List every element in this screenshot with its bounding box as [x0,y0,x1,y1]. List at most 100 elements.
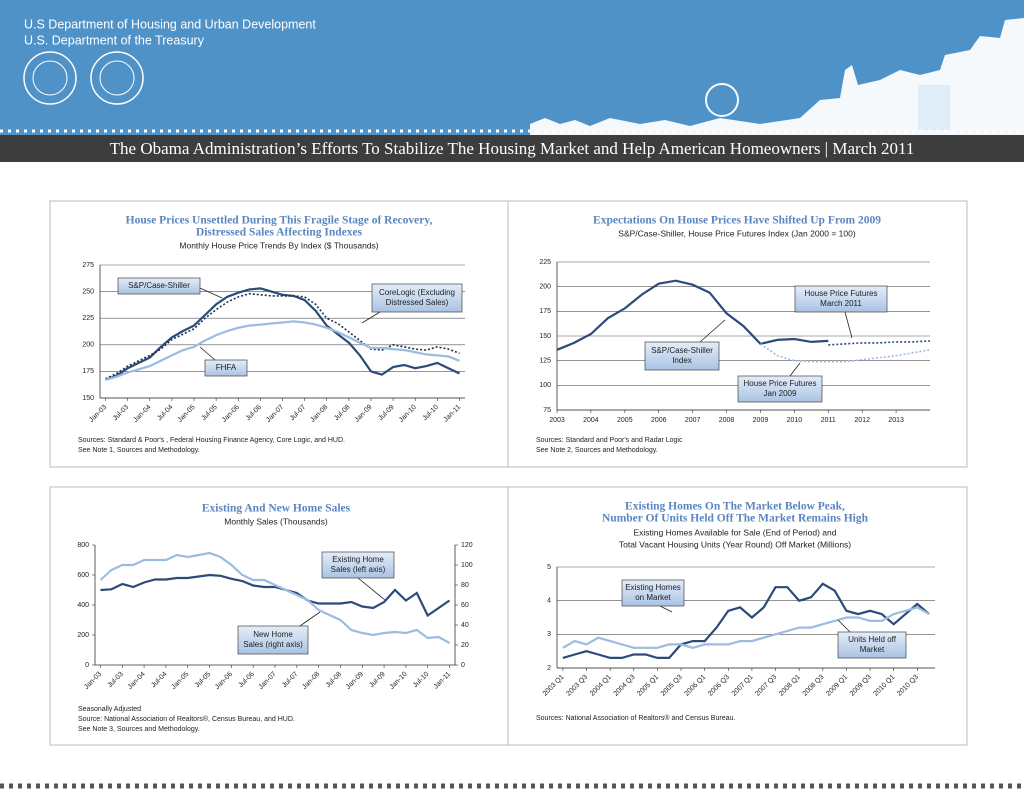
x-tick-label: 2004 Q1 [589,674,613,698]
annotation-arrow [357,577,386,601]
x-tick-label: Jan-08 [301,671,321,691]
chart-subtitle: Total Vacant Housing Units (Year Round) … [619,539,851,549]
y-tick-label: 800 [77,542,89,549]
x-tick-label: Jul-08 [333,404,352,423]
banner-title: The Obama Administration’s Efforts To St… [110,139,915,158]
source-note: Seasonally Adjusted [78,706,141,713]
x-tick-label: Jan-11 [433,671,453,691]
x-tick-label: 2010 [787,417,803,424]
chart-subtitle: Monthly Sales (Thousands) [224,516,328,526]
chart-subtitle: Existing Homes Available for Sale (End o… [633,527,836,537]
annotation-box [621,579,685,607]
x-tick-label: 2013 [888,417,904,424]
x-tick-label: 2012 [854,417,870,424]
y-tick-label: 2 [547,665,551,672]
annotation-text: Sales (left axis) [331,565,386,574]
x-tick-label: Jan-06 [214,671,234,691]
annotation-text: Sales (right axis) [243,640,303,649]
chart-title: House Prices Unsettled During This Fragi… [126,215,433,227]
annotation-box [371,283,463,313]
annotation-text: Jan 2009 [764,389,797,398]
x-tick-label: 2007 [685,417,701,424]
chart-title: Existing And New Home Sales [202,503,351,515]
x-tick-label: 2010 Q3 [896,674,920,698]
annotation-arrow [844,311,853,339]
chart-title: Existing Homes On The Market Below Peak, [625,501,845,513]
x-tick-label: Jan-08 [309,404,329,424]
annotation-text: March 2011 [820,299,862,308]
annotation-arrow [699,319,726,343]
annotation-box [737,375,823,403]
x-tick-label: Jan-10 [389,671,409,691]
annotation-text: S&P/Case-Shiller [651,346,713,355]
source-note: Sources: National Association of Realtor… [536,714,735,722]
series-line [105,287,460,381]
series-line [99,551,451,644]
x-tick-label: 2007 Q1 [731,674,755,698]
annotation-box [794,285,888,313]
annotation-box [204,359,248,377]
x-tick-label: Jul-04 [150,671,169,690]
x-tick-label: 2008 Q3 [802,674,826,698]
y-tick-label: 400 [77,602,89,609]
annotation-box [644,341,720,371]
annotation-box [237,625,309,655]
y-tick-label: 200 [77,632,89,639]
y-tick-label: 225 [539,259,551,266]
x-tick-label: 2005 Q1 [636,674,660,698]
x-tick-label: 2003 Q3 [565,674,589,698]
x-tick-label: Jan-07 [265,404,285,424]
chart-title: Expectations On House Prices Have Shifte… [593,215,881,227]
agency-name: U.S. Department of the Treasury [24,33,205,47]
x-tick-label: Jan-06 [221,404,241,424]
x-tick-label: Jan-03 [88,404,108,424]
annotation-arrow [659,605,673,613]
y-tick-label: 275 [82,262,94,269]
y-tick-label: 125 [539,358,551,365]
x-tick-label: Jan-10 [398,404,418,424]
x-tick-label: Jul-04 [156,404,175,423]
y-tick-label: 150 [82,395,94,402]
panel [507,486,968,746]
source-note: Source: National Association of Realtors… [78,715,295,723]
y-tick-label: 200 [82,342,94,349]
x-tick-label: Jul-08 [325,671,344,690]
annotation-text: New Home [253,630,293,639]
x-tick-label: Jan-04 [132,404,152,424]
annotation-text: Market [860,645,885,654]
x-tick-label: Jul-09 [368,671,387,690]
x-tick-label: 2006 [651,417,667,424]
y-tick-label: 150 [539,333,551,340]
source-note: Sources: Standard and Poor's and Radar L… [536,437,683,444]
banner [0,135,1024,162]
y-tick-label: 200 [539,284,551,291]
y2-tick-label: 100 [461,562,473,569]
y2-tick-label: 80 [461,582,469,589]
y-tick-label: 3 [547,631,551,638]
x-tick-label: Jul-06 [245,404,264,423]
x-tick-label: Jul-06 [237,671,256,690]
x-tick-label: Jan-07 [258,671,278,691]
x-tick-label: Jan-09 [354,404,374,424]
x-tick-label: 2008 [719,417,735,424]
y-tick-label: 75 [543,407,551,414]
y-tick-label: 4 [547,598,551,605]
series-line [760,343,931,363]
annotation-arrow [361,311,381,324]
annotation-arrow [199,287,223,299]
x-tick-label: 2006 Q3 [707,674,731,698]
y-tick-label: 100 [539,382,551,389]
annotation-text: Distressed Sales) [386,298,449,307]
x-tick-label: 2008 Q1 [778,674,802,698]
x-tick-label: Jan-05 [170,671,190,691]
series-line [100,573,451,618]
annotation-text: Units Held off [848,635,897,644]
annotation-text: on Market [635,593,671,602]
annotation-arrow [199,346,216,361]
y-tick-label: 175 [82,368,94,375]
y-tick-label: 600 [77,572,89,579]
series-line [105,292,460,380]
x-tick-label: 2003 Q1 [542,674,566,698]
x-tick-label: Jan-04 [127,671,147,691]
x-tick-label: Jan-05 [177,404,197,424]
